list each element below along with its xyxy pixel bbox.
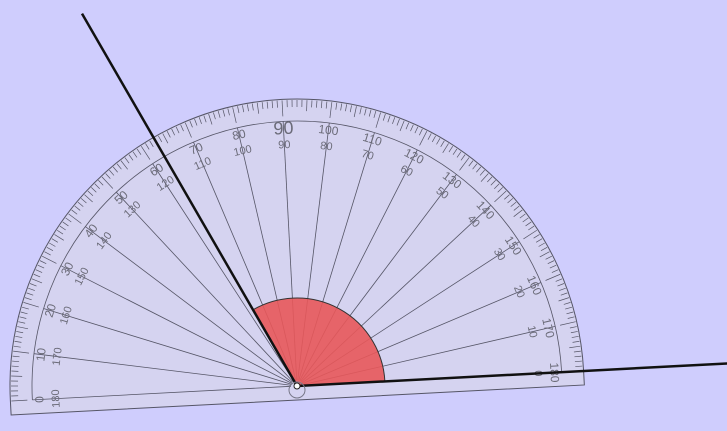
outer-scale-label: 0 bbox=[32, 395, 46, 403]
inner-scale-label: 90 bbox=[278, 139, 291, 152]
angle-vertex[interactable] bbox=[294, 383, 300, 389]
outer-scale-label: 90 bbox=[273, 118, 294, 139]
inner-scale-label: 170 bbox=[51, 347, 65, 367]
inner-scale-label: 180 bbox=[50, 389, 63, 408]
outer-scale-label: 10 bbox=[33, 347, 49, 362]
inner-scale-label: 80 bbox=[320, 140, 334, 153]
outer-scale-label: 100 bbox=[318, 122, 340, 138]
